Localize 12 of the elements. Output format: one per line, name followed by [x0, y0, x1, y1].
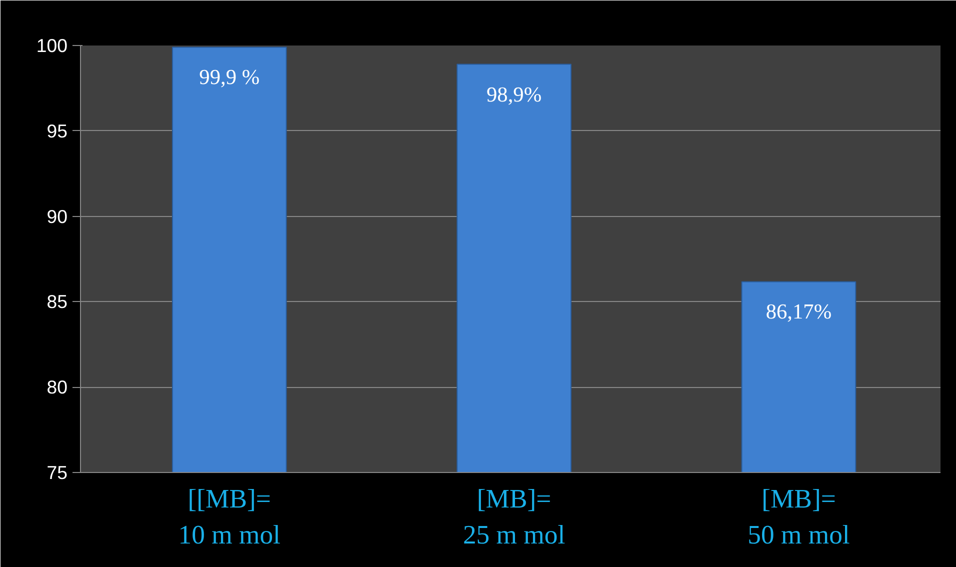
y-tick-label: 95: [46, 120, 68, 142]
data-label: 86,17%: [766, 300, 832, 324]
x-tick-label: [MB]= 25 m mol: [462, 484, 566, 550]
y-tick-label: 80: [46, 376, 68, 398]
data-label: 99,9 %: [199, 65, 260, 90]
y-tick-label: 100: [36, 35, 68, 56]
y-tick-label: 90: [46, 206, 68, 227]
x-tick-label: [MB]= 50 m mol: [748, 484, 850, 550]
data-label: 98,9%: [486, 82, 542, 106]
y-tick-label: 85: [46, 291, 68, 312]
y-tick-label: 75: [46, 462, 68, 483]
x-tick-label: [[MB]= 10 m mol: [178, 484, 280, 550]
